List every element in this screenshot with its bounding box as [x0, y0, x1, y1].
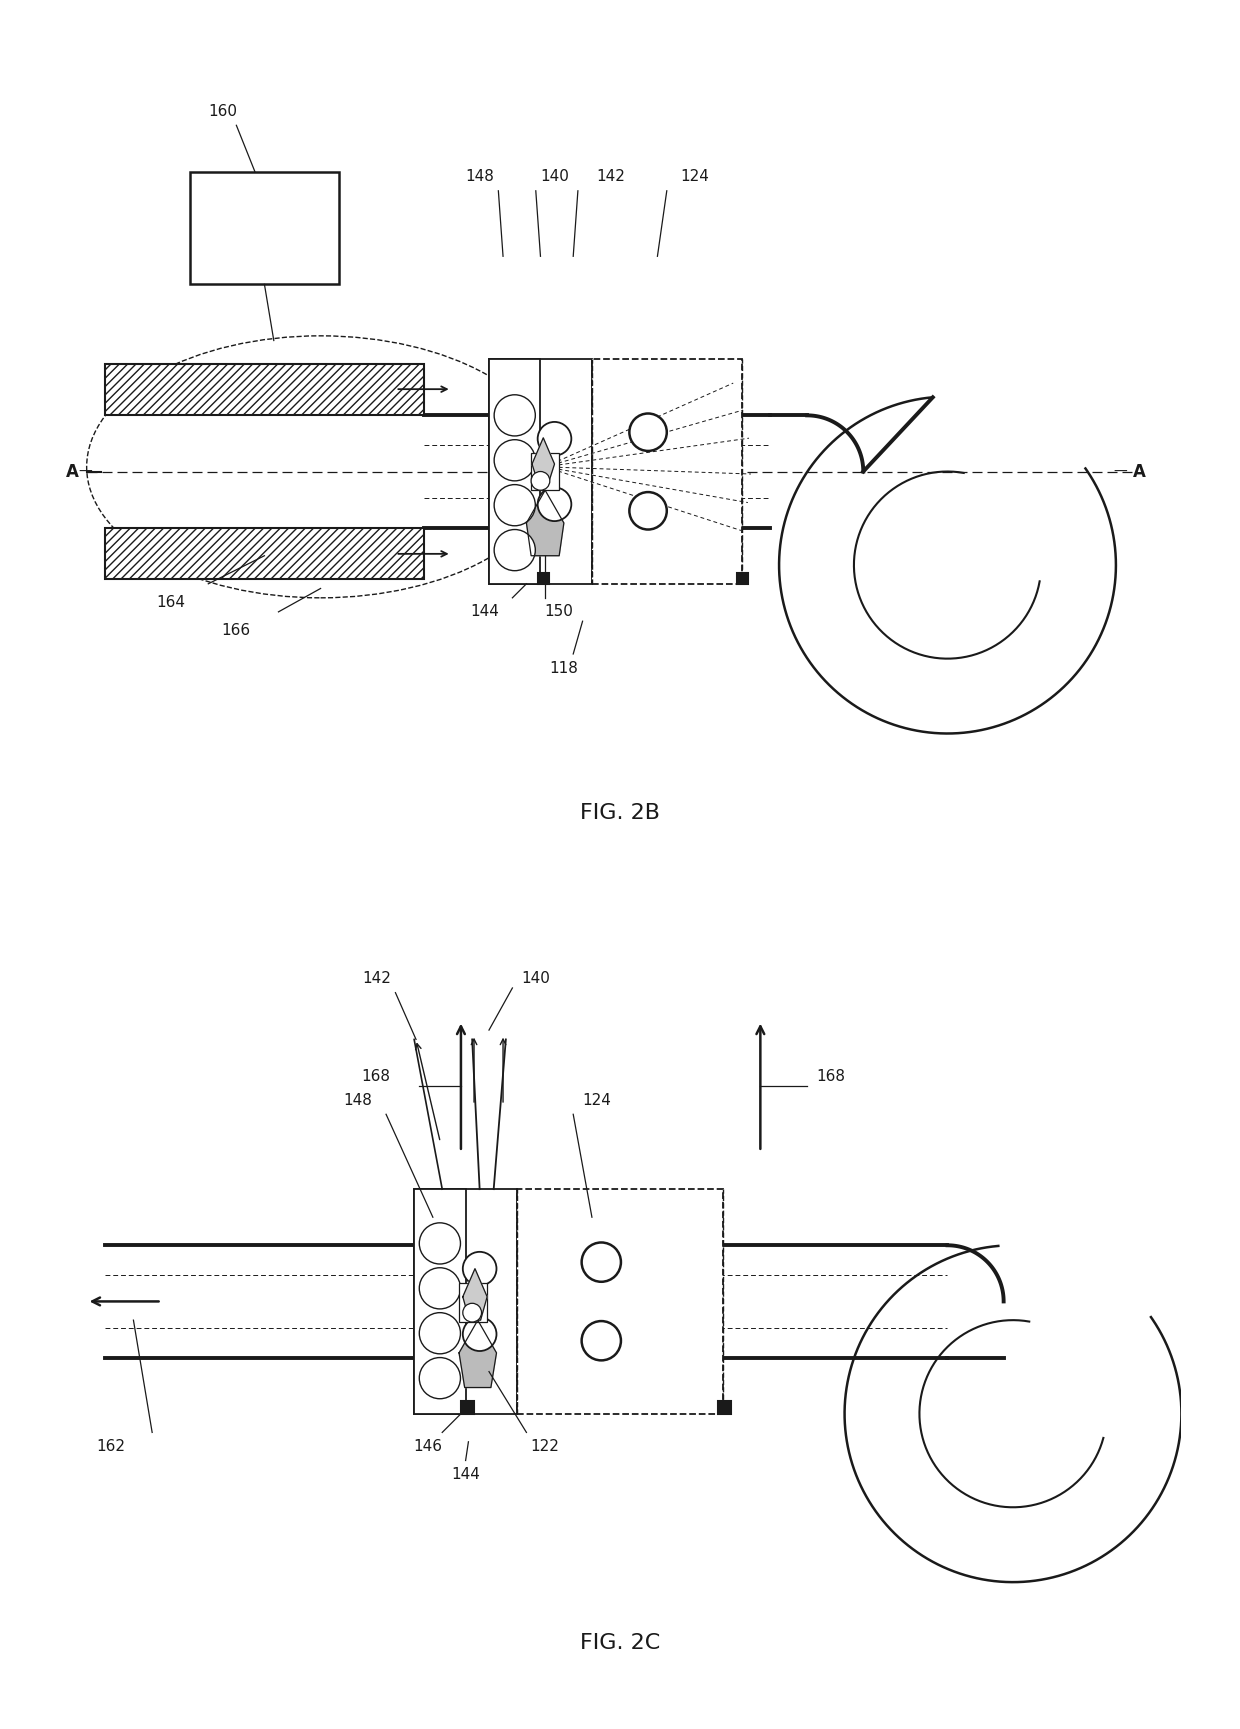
Polygon shape [459, 1321, 496, 1387]
Text: 148: 148 [343, 1093, 372, 1108]
Bar [489, 360, 541, 584]
Bar [414, 1190, 465, 1414]
Circle shape [630, 493, 667, 529]
Circle shape [495, 394, 536, 436]
Bar [105, 363, 424, 415]
Text: —: — [1114, 465, 1127, 479]
Text: 140: 140 [521, 972, 551, 986]
Text: 146: 146 [414, 1439, 443, 1454]
Circle shape [538, 488, 572, 520]
Text: 148: 148 [465, 169, 494, 185]
Text: 166: 166 [222, 622, 250, 638]
Bar [538, 572, 549, 584]
Circle shape [419, 1312, 460, 1354]
Bar [531, 453, 559, 491]
Text: A: A [1133, 463, 1146, 481]
Text: A: A [66, 463, 79, 481]
Circle shape [463, 1317, 496, 1350]
Text: 160: 160 [208, 104, 237, 119]
Bar [591, 360, 742, 584]
Text: 144: 144 [451, 1466, 480, 1482]
Circle shape [419, 1222, 460, 1264]
Text: 140: 140 [541, 169, 569, 185]
Circle shape [419, 1357, 460, 1399]
Text: FIG. 2C: FIG. 2C [580, 1632, 660, 1653]
Bar [461, 1400, 474, 1414]
Bar [190, 173, 340, 284]
Circle shape [538, 422, 572, 456]
Text: 118: 118 [549, 660, 578, 676]
Circle shape [419, 1267, 460, 1309]
Text: 164: 164 [156, 595, 185, 610]
Circle shape [582, 1243, 621, 1281]
Polygon shape [532, 437, 554, 484]
Text: 168: 168 [816, 1069, 846, 1084]
Circle shape [463, 1304, 481, 1323]
Circle shape [495, 439, 536, 481]
Circle shape [531, 472, 549, 491]
Text: FIG. 2B: FIG. 2B [580, 802, 660, 823]
Text: 162: 162 [95, 1439, 125, 1454]
Polygon shape [463, 1269, 487, 1321]
Text: 142: 142 [596, 169, 625, 185]
Circle shape [582, 1321, 621, 1361]
Bar [489, 360, 591, 584]
Circle shape [495, 484, 536, 526]
Text: 122: 122 [531, 1439, 559, 1454]
Bar [414, 1190, 517, 1414]
Bar [459, 1283, 487, 1323]
Bar [718, 1400, 732, 1414]
Bar [517, 1190, 723, 1414]
Text: —: — [78, 465, 92, 479]
Circle shape [495, 529, 536, 571]
Polygon shape [527, 491, 564, 555]
Bar [737, 572, 748, 584]
Text: 124: 124 [681, 169, 709, 185]
Text: 168: 168 [362, 1069, 391, 1084]
Text: 144: 144 [470, 605, 498, 619]
Circle shape [463, 1252, 496, 1286]
Text: 142: 142 [362, 972, 391, 986]
Circle shape [630, 413, 667, 451]
Bar [105, 527, 424, 579]
Text: 124: 124 [582, 1093, 611, 1108]
Text: 150: 150 [544, 605, 574, 619]
